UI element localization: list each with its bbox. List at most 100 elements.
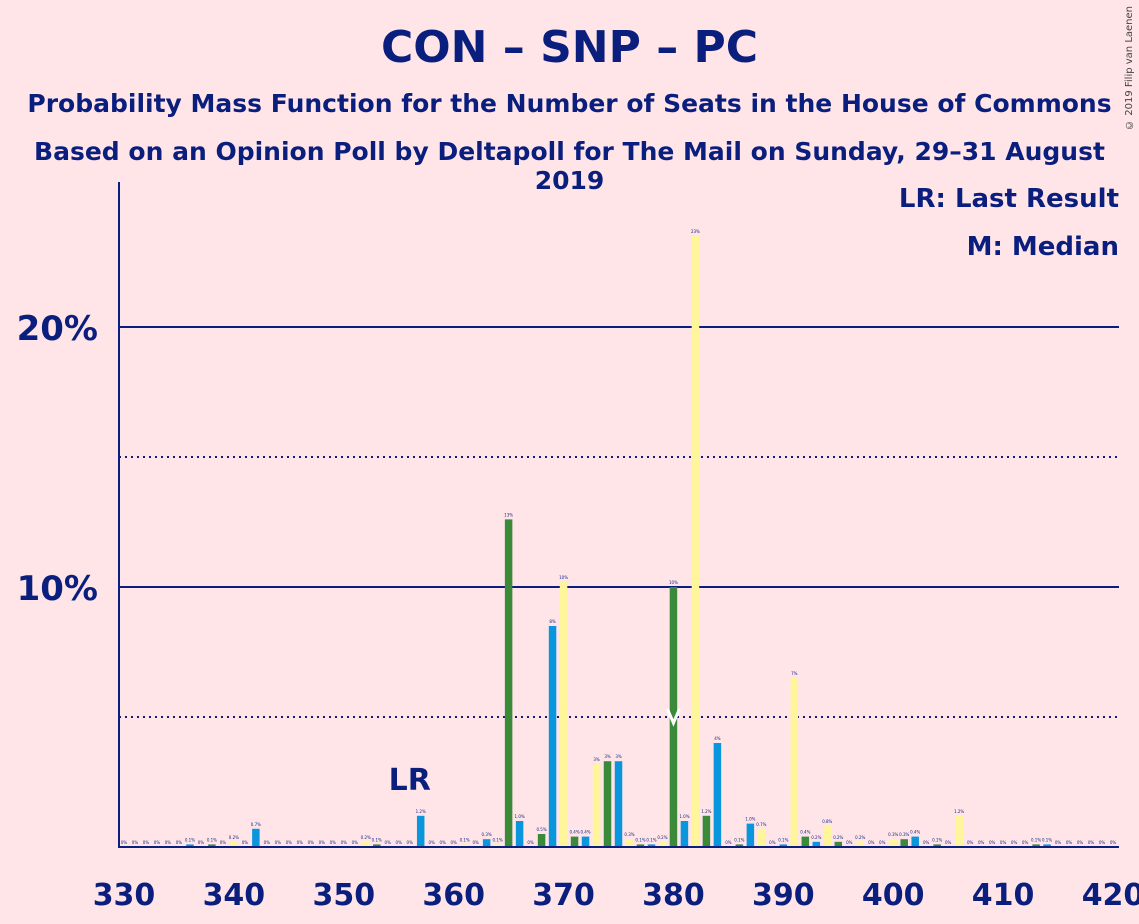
x-tick-label: 330 <box>93 878 156 913</box>
bar-value-label: 0% <box>1110 840 1117 845</box>
bar <box>537 834 546 847</box>
bar-value-label: 0% <box>725 840 732 845</box>
bar-value-label: 8% <box>549 619 556 624</box>
y-tick-label: 10% <box>17 569 98 609</box>
bar <box>900 839 908 847</box>
bar-value-label: 0.3% <box>624 832 634 837</box>
bar-value-label: 0% <box>132 840 139 845</box>
bar-value-label: 0% <box>275 840 282 845</box>
last-result-label: LR <box>389 763 431 798</box>
bar-value-label: 0% <box>472 840 479 845</box>
bar-value-label: 0% <box>923 840 930 845</box>
legend-last-result: LR: Last Result <box>898 184 1119 214</box>
bar <box>208 844 216 847</box>
bar-value-label: 0.1% <box>372 837 382 842</box>
bar-value-label: 0% <box>868 840 875 845</box>
bar-value-label: 0% <box>330 840 337 845</box>
bar <box>779 844 788 847</box>
x-tick-label: 410 <box>972 878 1035 913</box>
bar <box>1043 844 1051 847</box>
bar-value-label: 0.1% <box>207 837 217 842</box>
bar <box>548 626 557 847</box>
bar-value-label: 0% <box>846 840 853 845</box>
bar <box>592 763 601 847</box>
bar <box>757 828 766 847</box>
legend-median: M: Median <box>966 232 1119 262</box>
bar-value-label: 0% <box>527 840 534 845</box>
bar-value-label: 0% <box>1000 840 1007 845</box>
bar <box>1032 844 1040 847</box>
bar-value-label: 0% <box>1077 840 1084 845</box>
bar <box>658 841 667 847</box>
bar-value-label: 0.7% <box>756 822 766 827</box>
bar-value-label: 0% <box>297 840 304 845</box>
bar-value-label: 0% <box>143 840 150 845</box>
bar-value-label: 0% <box>165 840 172 845</box>
bar-value-label: 0% <box>945 840 952 845</box>
bar-value-label: 0.1% <box>778 837 788 842</box>
x-tick-label: 350 <box>312 878 375 913</box>
x-tick-label: 390 <box>752 878 815 913</box>
bar <box>614 761 623 847</box>
bar-value-label: 0% <box>385 840 392 845</box>
bar-value-label: 0% <box>1066 840 1073 845</box>
bar-value-label: 0.5% <box>536 827 546 832</box>
bar <box>559 581 568 847</box>
bar-value-label: 0.8% <box>822 819 832 824</box>
bar-value-label: 1.2% <box>701 809 711 814</box>
bar-value-label: 0.2% <box>833 835 843 840</box>
bar-value-label: 0% <box>450 840 457 845</box>
bar-value-label: 10% <box>559 575 568 580</box>
bar-value-label: 4% <box>714 736 721 741</box>
bar-value-label: 0% <box>1055 840 1062 845</box>
bar-value-label: 23% <box>691 229 700 234</box>
bar-value-label: 0.1% <box>734 837 744 842</box>
bar-value-label: 0% <box>286 840 293 845</box>
bar <box>713 743 722 847</box>
bar <box>647 844 656 847</box>
bar-value-label: 0% <box>264 840 271 845</box>
bar-value-label: 0.3% <box>899 832 909 837</box>
bar-value-label: 0.4% <box>569 830 579 835</box>
bar <box>680 821 689 847</box>
bar-value-label: 0.2% <box>229 835 239 840</box>
bar-value-label: 0% <box>1022 840 1029 845</box>
bar-value-label: 0.1% <box>460 837 470 842</box>
bar-value-label: 0% <box>439 840 446 845</box>
chart-subtitle: Probability Mass Function for the Number… <box>27 89 1112 118</box>
bar-value-label: 0% <box>1099 840 1106 845</box>
bar <box>911 836 919 847</box>
bar-value-label: 0.4% <box>910 830 920 835</box>
bar <box>372 844 381 847</box>
bar <box>834 841 843 847</box>
bar-value-label: 3% <box>604 754 611 759</box>
bar-value-label: 0% <box>1088 840 1095 845</box>
bar <box>955 815 963 847</box>
bar-value-label: 0.2% <box>855 835 865 840</box>
bar <box>746 823 755 847</box>
bar <box>801 836 810 847</box>
chart-title: CON – SNP – PC <box>380 22 759 73</box>
x-tick-label: 420 <box>1082 878 1139 913</box>
median-marker <box>666 708 681 727</box>
x-tick-label: 340 <box>203 878 266 913</box>
bar <box>581 836 590 847</box>
bar-value-label: 1.0% <box>679 814 689 819</box>
bar-value-label: 3% <box>615 754 622 759</box>
bar-value-label: 0% <box>352 840 359 845</box>
bar <box>889 839 897 847</box>
bar-value-label: 0.4% <box>580 830 590 835</box>
bar <box>504 519 513 847</box>
bar-value-label: 0% <box>967 840 974 845</box>
bar <box>790 678 799 847</box>
bar <box>856 841 865 847</box>
bar-value-label: 0% <box>308 840 315 845</box>
bar-value-label: 0% <box>154 840 161 845</box>
bar <box>933 844 941 847</box>
bar-value-label: 0.3% <box>888 832 898 837</box>
x-tick-label: 370 <box>532 878 595 913</box>
x-tick-label: 360 <box>422 878 485 913</box>
bar-value-label: 0.1% <box>1031 837 1041 842</box>
bar <box>735 844 744 847</box>
bar-value-label: 0% <box>242 840 249 845</box>
